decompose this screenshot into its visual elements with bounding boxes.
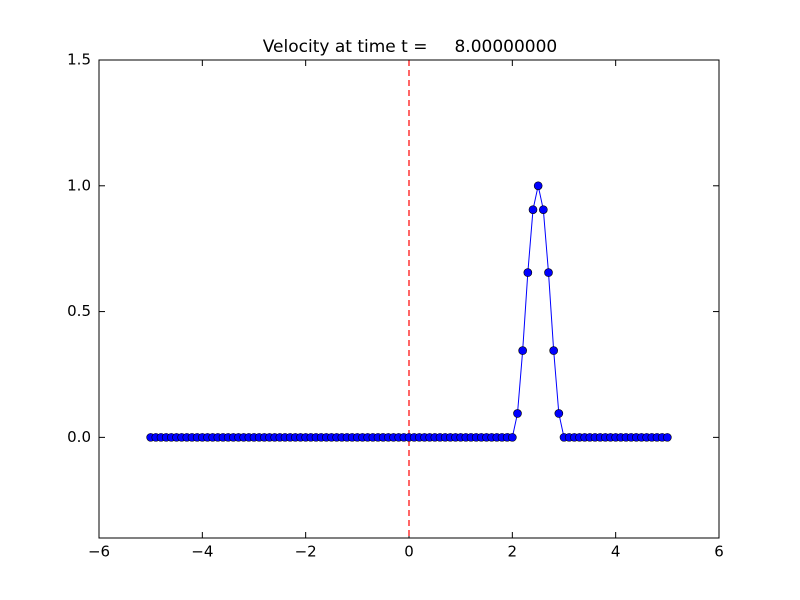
x-tick-label: 4	[611, 543, 621, 561]
point	[544, 268, 553, 277]
x-tick-label: 0	[404, 543, 414, 561]
x-tick-label: −4	[191, 543, 213, 561]
x-tick-label: 6	[714, 543, 724, 561]
point	[518, 346, 527, 355]
point	[533, 181, 543, 191]
x-tick-label: −6	[88, 543, 110, 561]
point	[508, 433, 517, 442]
point	[539, 205, 548, 214]
point	[513, 409, 522, 418]
y-tick-label: 0.5	[67, 302, 91, 320]
y-tick-label: 0.0	[67, 428, 91, 446]
chart-title: Velocity at time t = 8.00000000	[263, 37, 557, 57]
x-tick-label: 2	[508, 543, 518, 561]
y-tick-label: 1.5	[67, 51, 91, 69]
point	[663, 433, 672, 442]
plot-frame	[98, 59, 720, 539]
point	[523, 268, 533, 277]
y-tick-label: 1.0	[67, 176, 91, 194]
x-tick-label: −2	[295, 543, 317, 561]
point	[554, 409, 564, 418]
point	[549, 346, 558, 355]
point	[528, 205, 538, 214]
